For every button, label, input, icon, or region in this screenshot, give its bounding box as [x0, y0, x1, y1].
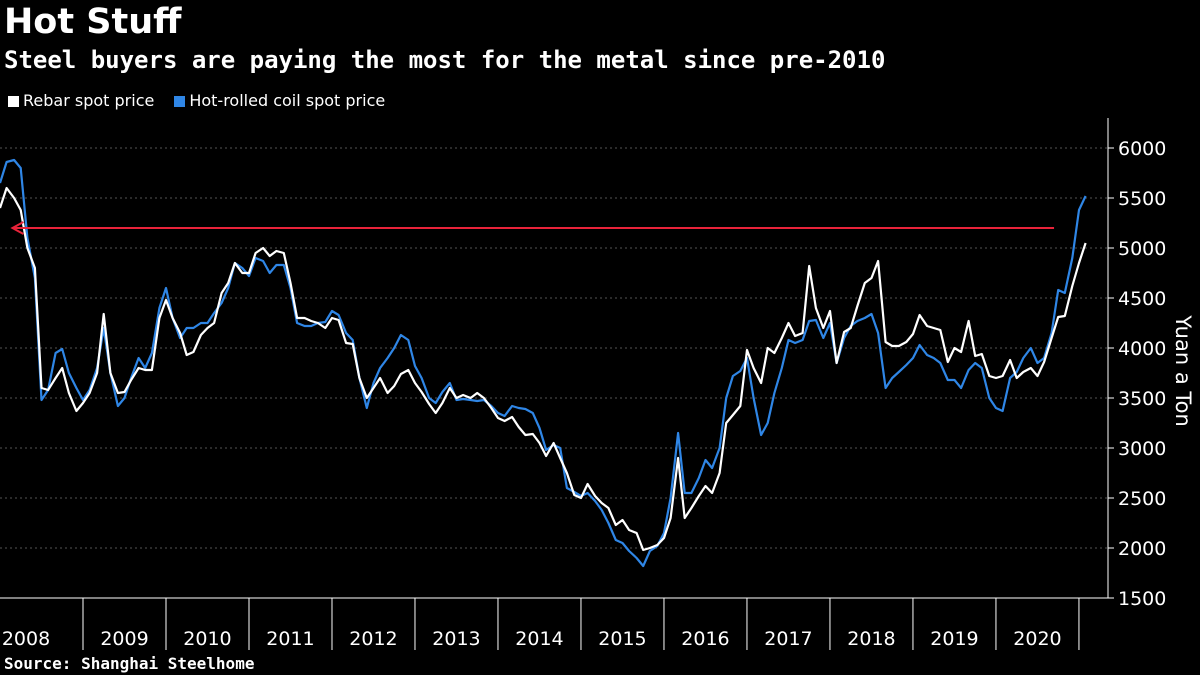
y-axis: 1500 2000 2500 3000 3500 4000 4500 5000 5500 6000: [1107, 118, 1166, 610]
y-tick-label-3500: 3500: [1118, 388, 1166, 410]
x-axis: 2008 2009 2010 2011 2012 2013 2014 2015 2016 2017…: [0, 597, 1108, 650]
series-line-hrc: [0, 158, 1087, 568]
x-tick-label-2018: 2018: [847, 628, 895, 650]
y-tick-label-5000: 5000: [1118, 238, 1166, 260]
legend-label-hrc: Hot-rolled coil spot price: [189, 91, 386, 110]
y-tick-label-5500: 5500: [1118, 188, 1166, 210]
x-tick-label-2010: 2010: [183, 628, 231, 650]
legend: Rebar spot price Hot-rolled coil spot pr…: [8, 91, 385, 111]
annotation-arrow: [10, 221, 1055, 235]
annotation-arrow-head: [10, 221, 24, 235]
x-tick-label-2017: 2017: [764, 628, 812, 650]
x-tick-label-2015: 2015: [598, 628, 646, 650]
x-tick-label-2009: 2009: [100, 628, 148, 650]
x-tick-label-2011: 2011: [266, 628, 314, 650]
y-tick-label-3000: 3000: [1118, 438, 1166, 460]
y-axis-label: Yuan a Ton: [1171, 314, 1195, 427]
legend-item-rebar: Rebar spot price: [8, 91, 154, 111]
y-tick-label-2000: 2000: [1118, 538, 1166, 560]
y-tick-label-6000: 6000: [1118, 138, 1166, 160]
series-lines: [0, 158, 1087, 568]
legend-item-hrc: Hot-rolled coil spot price: [174, 91, 385, 111]
y-tick-label-2500: 2500: [1118, 488, 1166, 510]
x-tick-label-2013: 2013: [432, 628, 480, 650]
chart-subtitle: Steel buyers are paying the most for the…: [4, 46, 886, 74]
chart-title: Hot Stuff: [4, 2, 182, 42]
x-tick-label-2012: 2012: [349, 628, 397, 650]
x-tick-label-2008: 2008: [2, 628, 50, 650]
legend-swatch-hrc: [174, 95, 186, 107]
x-tick-label-2016: 2016: [681, 628, 729, 650]
x-tick-label-2020: 2020: [1013, 628, 1061, 650]
x-tick-label-2019: 2019: [930, 628, 978, 650]
grid-lines: [0, 147, 1108, 549]
legend-label-rebar: Rebar spot price: [23, 91, 155, 110]
y-tick-label-4500: 4500: [1118, 288, 1166, 310]
x-tick-label-2014: 2014: [515, 628, 563, 650]
y-tick-label-1500: 1500: [1118, 588, 1166, 610]
y-tick-label-4000: 4000: [1118, 338, 1166, 360]
series-line-rebar: [0, 186, 1087, 552]
source-note: Source: Shanghai Steelhome: [4, 654, 255, 673]
legend-swatch-rebar: [8, 95, 19, 107]
